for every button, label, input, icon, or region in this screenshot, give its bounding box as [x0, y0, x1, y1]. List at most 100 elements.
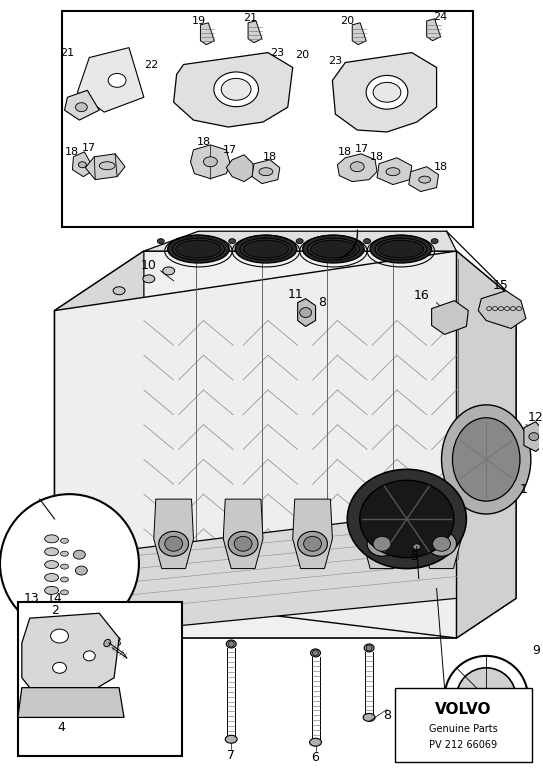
Text: 18: 18	[433, 161, 447, 171]
Text: Genuine Parts: Genuine Parts	[429, 724, 498, 734]
Text: 14: 14	[47, 592, 62, 604]
Text: 17: 17	[82, 143, 96, 153]
Text: 22: 22	[144, 59, 158, 69]
Ellipse shape	[214, 72, 258, 107]
Ellipse shape	[168, 235, 229, 263]
Ellipse shape	[419, 176, 431, 183]
Text: 23: 23	[270, 48, 284, 58]
Bar	[61, 11, 473, 227]
Ellipse shape	[234, 537, 252, 551]
Text: 6: 6	[312, 750, 319, 764]
Ellipse shape	[350, 162, 364, 171]
Text: 20: 20	[295, 49, 310, 59]
Ellipse shape	[310, 738, 321, 747]
Ellipse shape	[83, 651, 95, 661]
Polygon shape	[427, 19, 440, 41]
Text: 16: 16	[414, 290, 430, 302]
Polygon shape	[65, 90, 99, 120]
Polygon shape	[409, 167, 439, 191]
Polygon shape	[200, 23, 214, 45]
Text: 3: 3	[113, 636, 121, 649]
Ellipse shape	[45, 574, 59, 581]
Ellipse shape	[165, 537, 182, 551]
Polygon shape	[457, 251, 516, 638]
Ellipse shape	[302, 235, 364, 263]
Ellipse shape	[364, 644, 374, 652]
Text: 8: 8	[319, 296, 326, 309]
Ellipse shape	[173, 238, 224, 260]
Ellipse shape	[243, 240, 289, 258]
Ellipse shape	[298, 531, 327, 556]
Text: PV 212 66069: PV 212 66069	[430, 740, 497, 750]
Polygon shape	[337, 154, 377, 181]
Circle shape	[313, 650, 319, 656]
Ellipse shape	[375, 238, 427, 260]
Ellipse shape	[452, 418, 520, 501]
Ellipse shape	[373, 537, 391, 551]
Ellipse shape	[386, 168, 400, 176]
Text: 18: 18	[338, 147, 352, 157]
Polygon shape	[432, 300, 469, 334]
Text: 12: 12	[528, 411, 543, 425]
Polygon shape	[72, 152, 94, 177]
Polygon shape	[293, 499, 332, 568]
Ellipse shape	[45, 535, 59, 543]
Polygon shape	[154, 499, 193, 568]
Polygon shape	[362, 499, 402, 568]
Polygon shape	[55, 251, 516, 638]
Ellipse shape	[427, 531, 457, 556]
Text: 23: 23	[328, 56, 342, 66]
Polygon shape	[252, 160, 280, 184]
Polygon shape	[352, 23, 366, 45]
Text: 21: 21	[60, 48, 74, 58]
Text: 20: 20	[340, 16, 355, 25]
Ellipse shape	[60, 564, 68, 569]
Ellipse shape	[60, 538, 68, 543]
FancyArrowPatch shape	[340, 230, 357, 258]
Ellipse shape	[45, 587, 59, 594]
Ellipse shape	[378, 240, 424, 258]
Ellipse shape	[73, 550, 85, 559]
Polygon shape	[248, 21, 262, 42]
Ellipse shape	[304, 537, 321, 551]
Ellipse shape	[259, 168, 273, 176]
Text: 2: 2	[50, 604, 59, 617]
Ellipse shape	[441, 405, 531, 514]
Circle shape	[366, 645, 372, 651]
Text: 5: 5	[411, 550, 419, 563]
Text: 21: 21	[243, 13, 257, 23]
Ellipse shape	[204, 157, 217, 167]
Text: 18: 18	[197, 137, 211, 147]
Text: 18: 18	[65, 147, 79, 157]
Polygon shape	[22, 613, 119, 698]
Ellipse shape	[108, 73, 126, 87]
Circle shape	[445, 656, 528, 740]
Polygon shape	[332, 52, 437, 132]
Ellipse shape	[364, 239, 371, 244]
Ellipse shape	[157, 239, 164, 244]
Polygon shape	[298, 299, 315, 327]
Ellipse shape	[240, 238, 292, 260]
Text: VOLVO: VOLVO	[435, 702, 491, 717]
Polygon shape	[377, 157, 412, 185]
Ellipse shape	[60, 577, 68, 582]
Ellipse shape	[113, 286, 125, 295]
Ellipse shape	[235, 235, 296, 263]
Polygon shape	[18, 688, 124, 717]
Text: 4: 4	[58, 721, 66, 734]
Polygon shape	[85, 154, 125, 180]
Ellipse shape	[413, 543, 421, 550]
Polygon shape	[55, 251, 144, 588]
Text: 11: 11	[288, 288, 304, 301]
Text: 18: 18	[370, 152, 384, 162]
Circle shape	[0, 494, 139, 633]
Ellipse shape	[163, 267, 175, 275]
Ellipse shape	[221, 79, 251, 100]
Ellipse shape	[50, 629, 68, 643]
Ellipse shape	[228, 531, 258, 556]
Polygon shape	[55, 509, 457, 638]
Text: 1: 1	[520, 482, 528, 496]
Circle shape	[228, 641, 234, 647]
Ellipse shape	[296, 239, 303, 244]
Polygon shape	[478, 291, 526, 328]
